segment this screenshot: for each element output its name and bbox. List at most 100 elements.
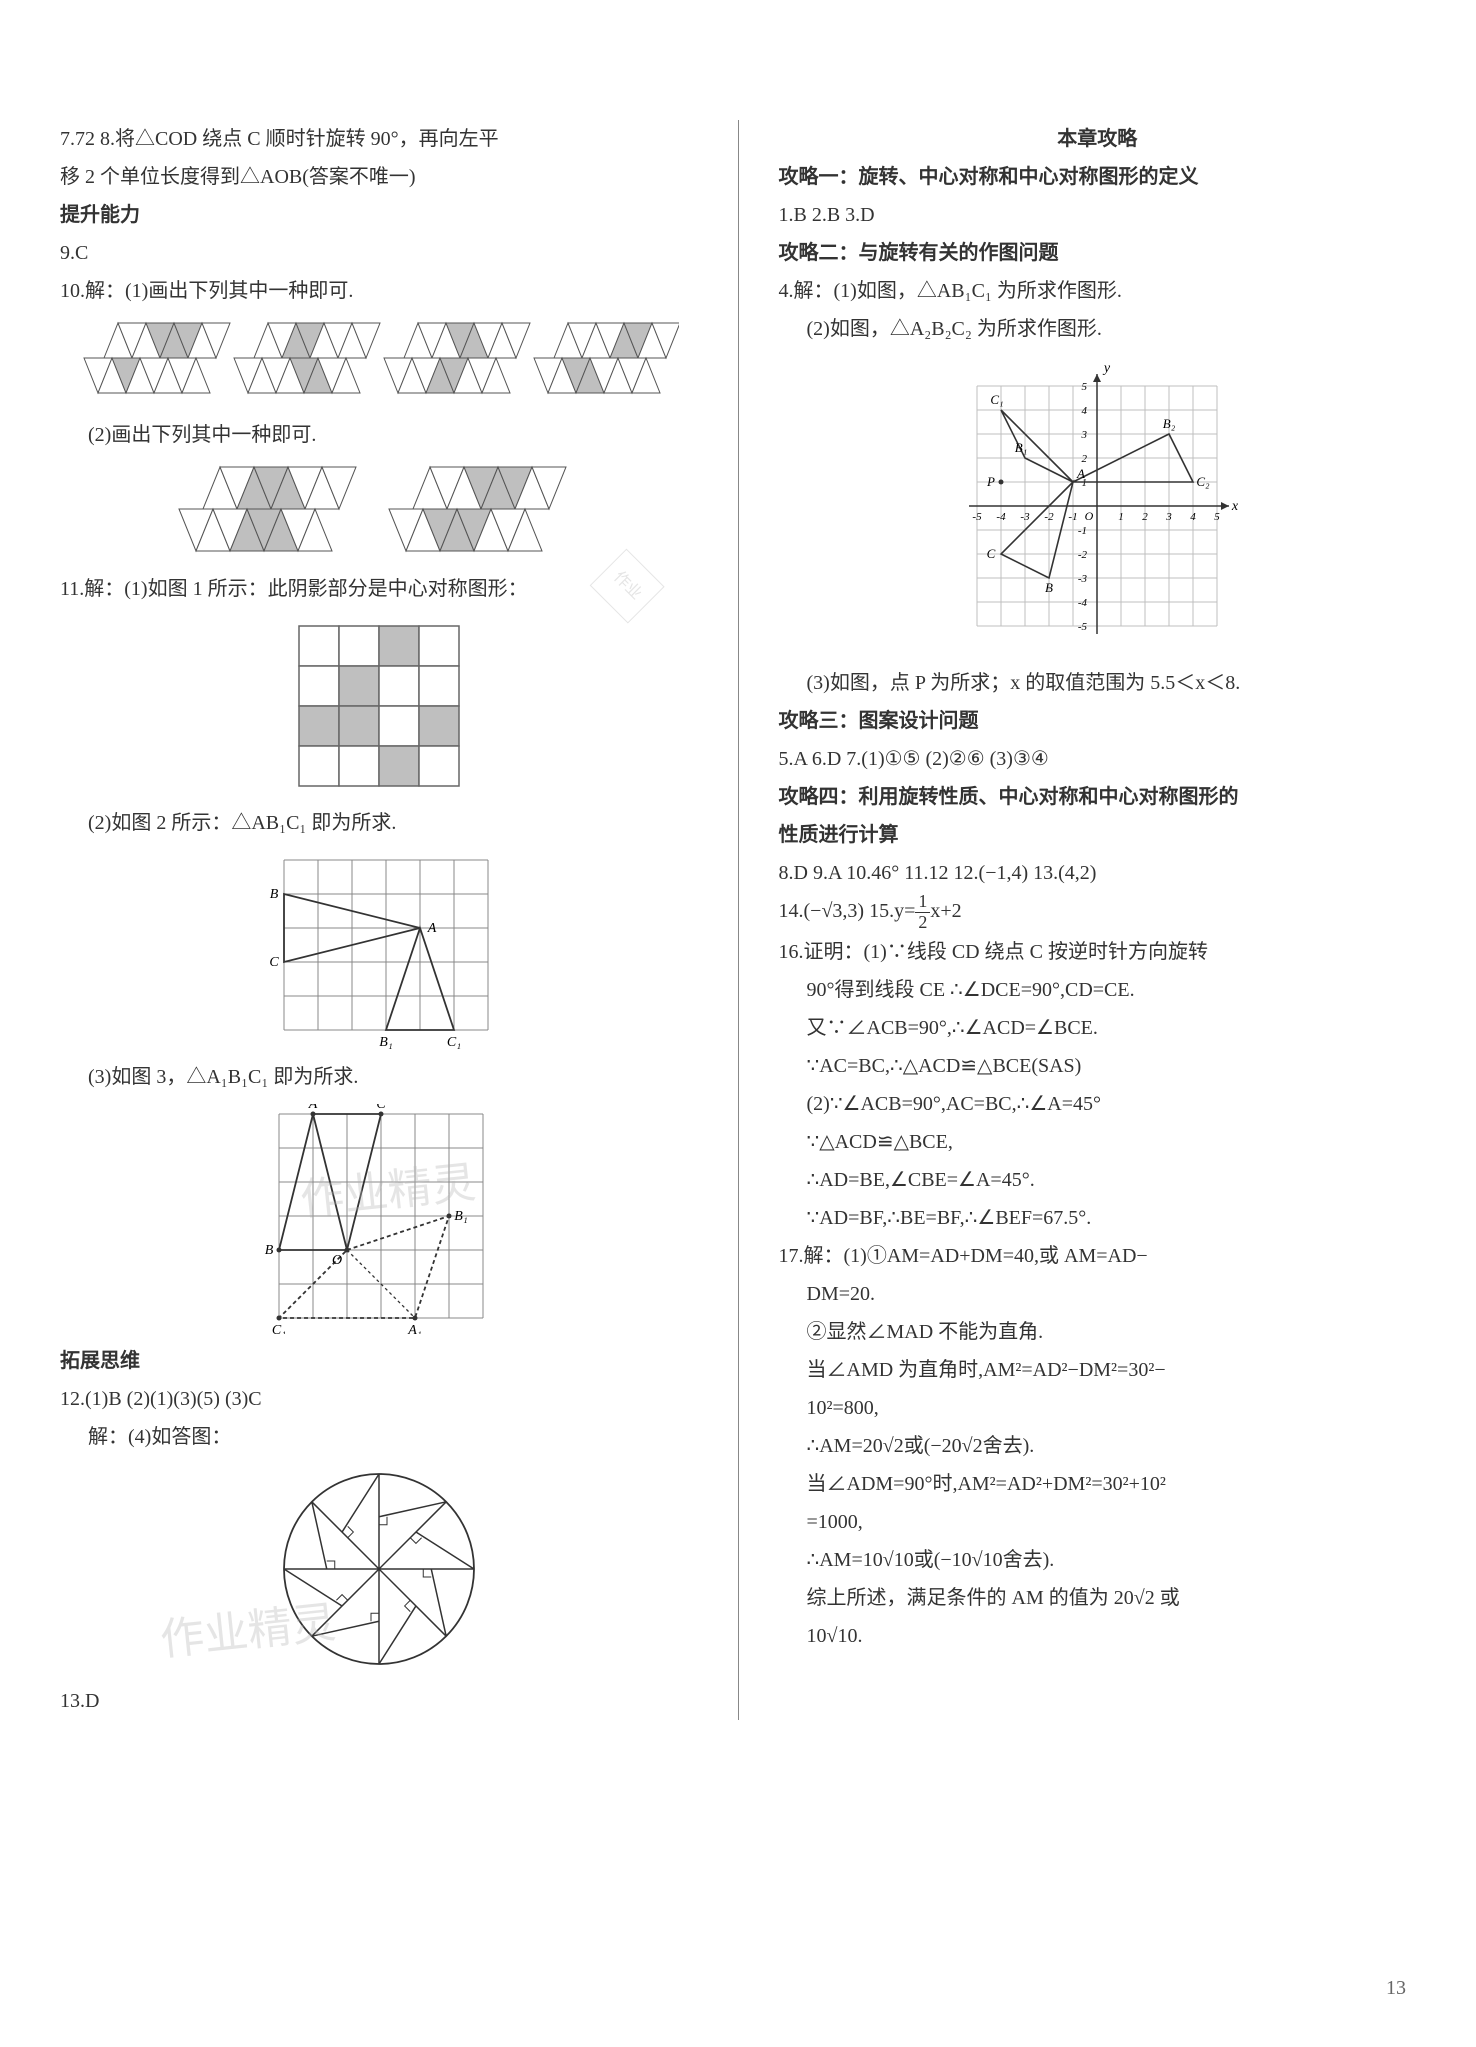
svg-text:-1: -1 [1069, 511, 1078, 523]
left-column: 7.72 8.将△COD 绕点 C 顺时针旋转 90°，再向左平 移 2 个单位… [60, 120, 698, 1720]
svg-text:2: 2 [1082, 453, 1088, 465]
text-line: 1.B 2.B 3.D [779, 196, 1417, 234]
strategy-header: 攻略一：旋转、中心对称和中心对称图形的定义 [779, 158, 1417, 196]
text-fragment: x+2 [930, 900, 961, 922]
section-header: 提升能力 [60, 196, 698, 234]
text-line: 17.解：(1)①AM=AD+DM=40,或 AM=AD− [779, 1237, 1417, 1275]
fraction-denominator: 2 [915, 913, 930, 933]
text-line: =1000, [779, 1503, 1417, 1541]
figure-11a [289, 616, 469, 796]
fraction-numerator: 1 [915, 892, 930, 913]
svg-text:C₁: C₁ [272, 1323, 286, 1334]
svg-text:C₁: C₁ [447, 1035, 461, 1050]
text-line: 综上所述，满足条件的 AM 的值为 20√2 或 [779, 1579, 1417, 1617]
text-line: 当∠ADM=90°时,AM²=AD²+DM²=30²+10² [779, 1465, 1417, 1503]
svg-text:B: B [1045, 580, 1053, 595]
svg-text:-5: -5 [973, 511, 983, 523]
text-line: 11.解：(1)如图 1 所示：此阴影部分是中心对称图形： [60, 570, 698, 608]
text-line: ∵△ACD≌△BCE, [779, 1123, 1417, 1161]
fraction: 12 [915, 892, 930, 933]
svg-text:3: 3 [1166, 511, 1173, 523]
svg-text:1: 1 [1119, 511, 1125, 523]
text-line: 9.C [60, 234, 698, 272]
text-line: 8.D 9.A 10.46° 11.12 12.(−1,4) 13.(4,2) [779, 854, 1417, 892]
text-fragment: 14.(−√3,3) 15.y= [779, 900, 916, 922]
svg-text:C: C [376, 1104, 386, 1112]
text-line: 5.A 6.D 7.(1)①⑤ (2)②⑥ (3)③④ [779, 740, 1417, 778]
text-line: 10.解：(1)画出下列其中一种即可. [60, 272, 698, 310]
svg-text:P: P [986, 474, 995, 489]
text-line: 又∵∠ACB=90°,∴∠ACD=∠BCE. [779, 1009, 1417, 1047]
text-line: (3)如图 3，△A₁B₁C₁ 即为所求. [60, 1058, 698, 1096]
svg-text:x: x [1231, 499, 1239, 514]
svg-text:A: A [426, 921, 436, 936]
svg-text:-2: -2 [1045, 511, 1055, 523]
svg-text:-3: -3 [1078, 573, 1088, 585]
svg-text:5: 5 [1082, 381, 1088, 393]
figure-11c: ACBOB₁A₁C₁ [264, 1104, 494, 1334]
svg-text:B₁: B₁ [1015, 440, 1027, 455]
svg-text:C₁: C₁ [991, 392, 1004, 407]
strategy-header: 攻略二：与旋转有关的作图问题 [779, 234, 1417, 272]
text-line: (2)画出下列其中一种即可. [60, 416, 698, 454]
svg-text:2: 2 [1143, 511, 1149, 523]
svg-text:-4: -4 [1078, 597, 1088, 609]
svg-text:B: B [269, 887, 278, 902]
text-line: ∵AC=BC,∴△ACD≌△BCE(SAS) [779, 1047, 1417, 1085]
text-line: 16.证明：(1)∵线段 CD 绕点 C 按逆时针方向旋转 [779, 933, 1417, 971]
svg-text:4: 4 [1082, 405, 1088, 417]
section-header: 拓展思维 [60, 1342, 698, 1380]
svg-text:B₁: B₁ [379, 1035, 392, 1050]
text-line: ∴AM=20√2或(−20√2舍去). [779, 1427, 1417, 1465]
text-line: 90°得到线段 CE ∴∠DCE=90°,CD=CE. [779, 971, 1417, 1009]
svg-text:y: y [1102, 361, 1111, 376]
svg-text:C: C [987, 546, 996, 561]
svg-text:-4: -4 [997, 511, 1007, 523]
text-line: ∴AD=BE,∠CBE=∠A=45°. [779, 1161, 1417, 1199]
text-line: 解：(4)如答图： [60, 1418, 698, 1456]
strategy-header: 攻略四：利用旋转性质、中心对称和中心对称图形的 [779, 778, 1417, 816]
svg-text:-1: -1 [1078, 525, 1087, 537]
strategy-header: 性质进行计算 [779, 816, 1417, 854]
svg-text:A: A [307, 1104, 317, 1112]
svg-text:4: 4 [1191, 511, 1197, 523]
text-line: 12.(1)B (2)(1)(3)(5) (3)C [60, 1380, 698, 1418]
figure-12 [274, 1464, 484, 1674]
text-line: 10²=800, [779, 1389, 1417, 1427]
text-line: DM=20. [779, 1275, 1417, 1313]
figure-10b [169, 462, 589, 562]
text-line: 4.解：(1)如图，△AB₁C₁ 为所求作图形. [779, 272, 1417, 310]
figure-11b: B A C B₁ C₁ [264, 850, 494, 1050]
svg-text:C: C [269, 955, 279, 970]
text-line: ∵AD=BF,∴BE=BF,∴∠BEF=67.5°. [779, 1199, 1417, 1237]
svg-text:O: O [332, 1253, 342, 1268]
svg-text:B: B [264, 1243, 273, 1258]
right-column: 本章攻略 攻略一：旋转、中心对称和中心对称图形的定义 1.B 2.B 3.D 攻… [779, 120, 1417, 1720]
chapter-title: 本章攻略 [779, 120, 1417, 158]
svg-text:5: 5 [1215, 511, 1221, 523]
text-line: 13.D [60, 1682, 698, 1720]
text-line: (3)如图，点 P 为所求；x 的取值范围为 5.5＜x＜8. [779, 664, 1417, 702]
text-line: 当∠AMD 为直角时,AM²=AD²−DM²=30²− [779, 1351, 1417, 1389]
text-line: 移 2 个单位长度得到△AOB(答案不唯一) [60, 158, 698, 196]
svg-text:-2: -2 [1078, 549, 1088, 561]
text-line: (2)如图，△A₂B₂C₂ 为所求作图形. [779, 310, 1417, 348]
svg-text:B₂: B₂ [1163, 416, 1176, 431]
page-number: 13 [1386, 1969, 1406, 2007]
figure-10a-row [79, 318, 679, 408]
svg-text:B₁: B₁ [454, 1209, 467, 1224]
figure-4-coordinate: -5-4-3-2-112345-5-4-3-2-112345OxyPC₁B₁AC… [947, 356, 1247, 656]
text-line: 10√10. [779, 1617, 1417, 1655]
svg-text:O: O [1085, 509, 1094, 523]
column-divider [738, 120, 739, 1720]
svg-text:-3: -3 [1021, 511, 1031, 523]
text-line: ②显然∠MAD 不能为直角. [779, 1313, 1417, 1351]
text-line: 14.(−√3,3) 15.y=12x+2 [779, 892, 1417, 933]
text-line: (2)∵∠ACB=90°,AC=BC,∴∠A=45° [779, 1085, 1417, 1123]
text-line: ∴AM=10√10或(−10√10舍去). [779, 1541, 1417, 1579]
text-line: (2)如图 2 所示：△AB₁C₁ 即为所求. [60, 804, 698, 842]
text-line: 7.72 8.将△COD 绕点 C 顺时针旋转 90°，再向左平 [60, 120, 698, 158]
svg-text:A: A [1076, 466, 1085, 481]
strategy-header: 攻略三：图案设计问题 [779, 702, 1417, 740]
svg-text:C₂: C₂ [1197, 474, 1211, 489]
